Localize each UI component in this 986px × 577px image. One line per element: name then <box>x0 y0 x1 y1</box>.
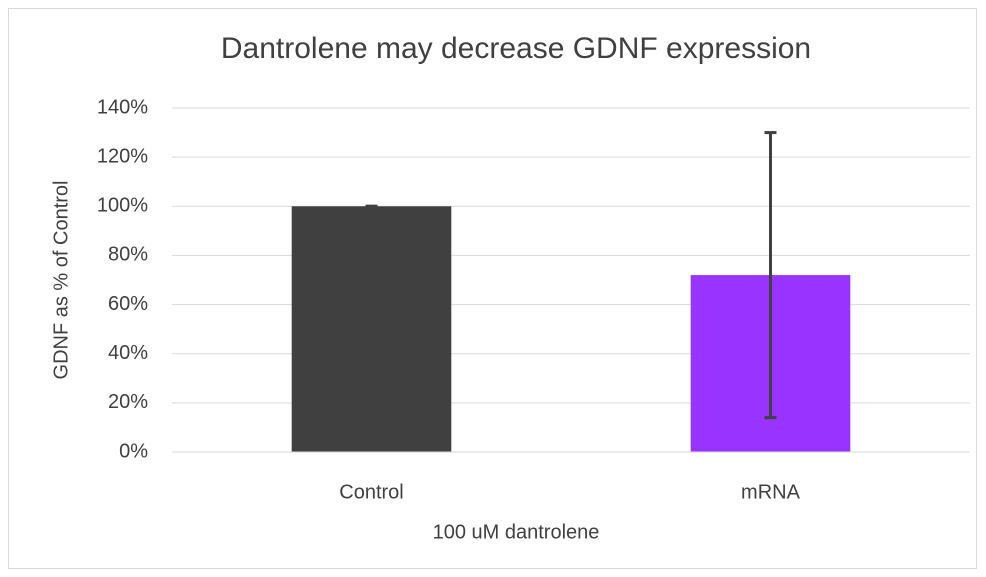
x-tick-label: Control <box>339 481 403 503</box>
chart-title: Dantrolene may decrease GDNF expression <box>221 32 811 65</box>
x-tick-label: mRNA <box>741 481 801 503</box>
y-tick-label: 60% <box>108 293 148 315</box>
y-tick-label: 80% <box>108 244 148 266</box>
bar <box>291 206 452 452</box>
y-tick-label: 120% <box>97 145 148 167</box>
y-tick-label: 140% <box>97 96 148 118</box>
error-bar <box>764 131 777 420</box>
x-axis-label: 100 uM dantrolene <box>433 521 600 543</box>
y-tick-label: 100% <box>97 195 148 217</box>
y-axis-label: GDNF as % of Control <box>50 181 72 380</box>
y-tick-label: 20% <box>108 391 148 413</box>
y-tick-label: 40% <box>108 342 148 364</box>
y-tick-label: 0% <box>119 440 148 462</box>
